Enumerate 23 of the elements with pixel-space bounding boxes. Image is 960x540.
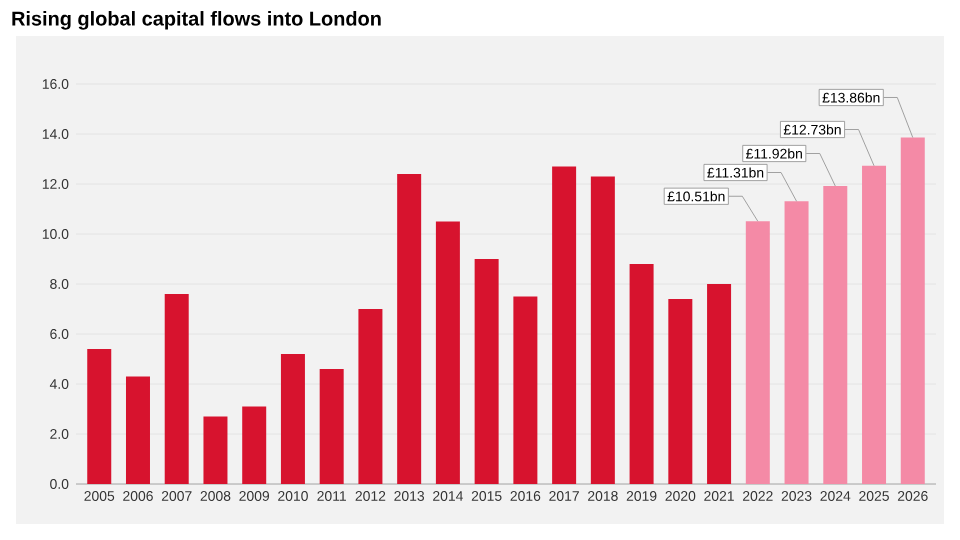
bar: [552, 166, 577, 484]
bar: [397, 174, 422, 484]
bar: [668, 299, 693, 484]
chart-title: Rising global capital flows into London: [12, 11, 381, 30]
bar: [242, 406, 267, 484]
bar: [319, 369, 344, 484]
bar: [784, 201, 809, 484]
bar: [435, 221, 460, 484]
bar: [629, 264, 654, 484]
bar: [280, 354, 305, 484]
bar: [87, 349, 112, 484]
bar: [358, 309, 383, 484]
bar: [203, 416, 228, 484]
bar: [823, 186, 848, 484]
bar: [707, 284, 732, 484]
bar: [745, 221, 770, 484]
bar: [590, 176, 615, 484]
bar: [900, 137, 925, 484]
bar: [164, 294, 189, 484]
bar: [474, 259, 499, 484]
bar: [862, 165, 887, 484]
bar: [513, 296, 538, 484]
bar: [125, 376, 150, 484]
